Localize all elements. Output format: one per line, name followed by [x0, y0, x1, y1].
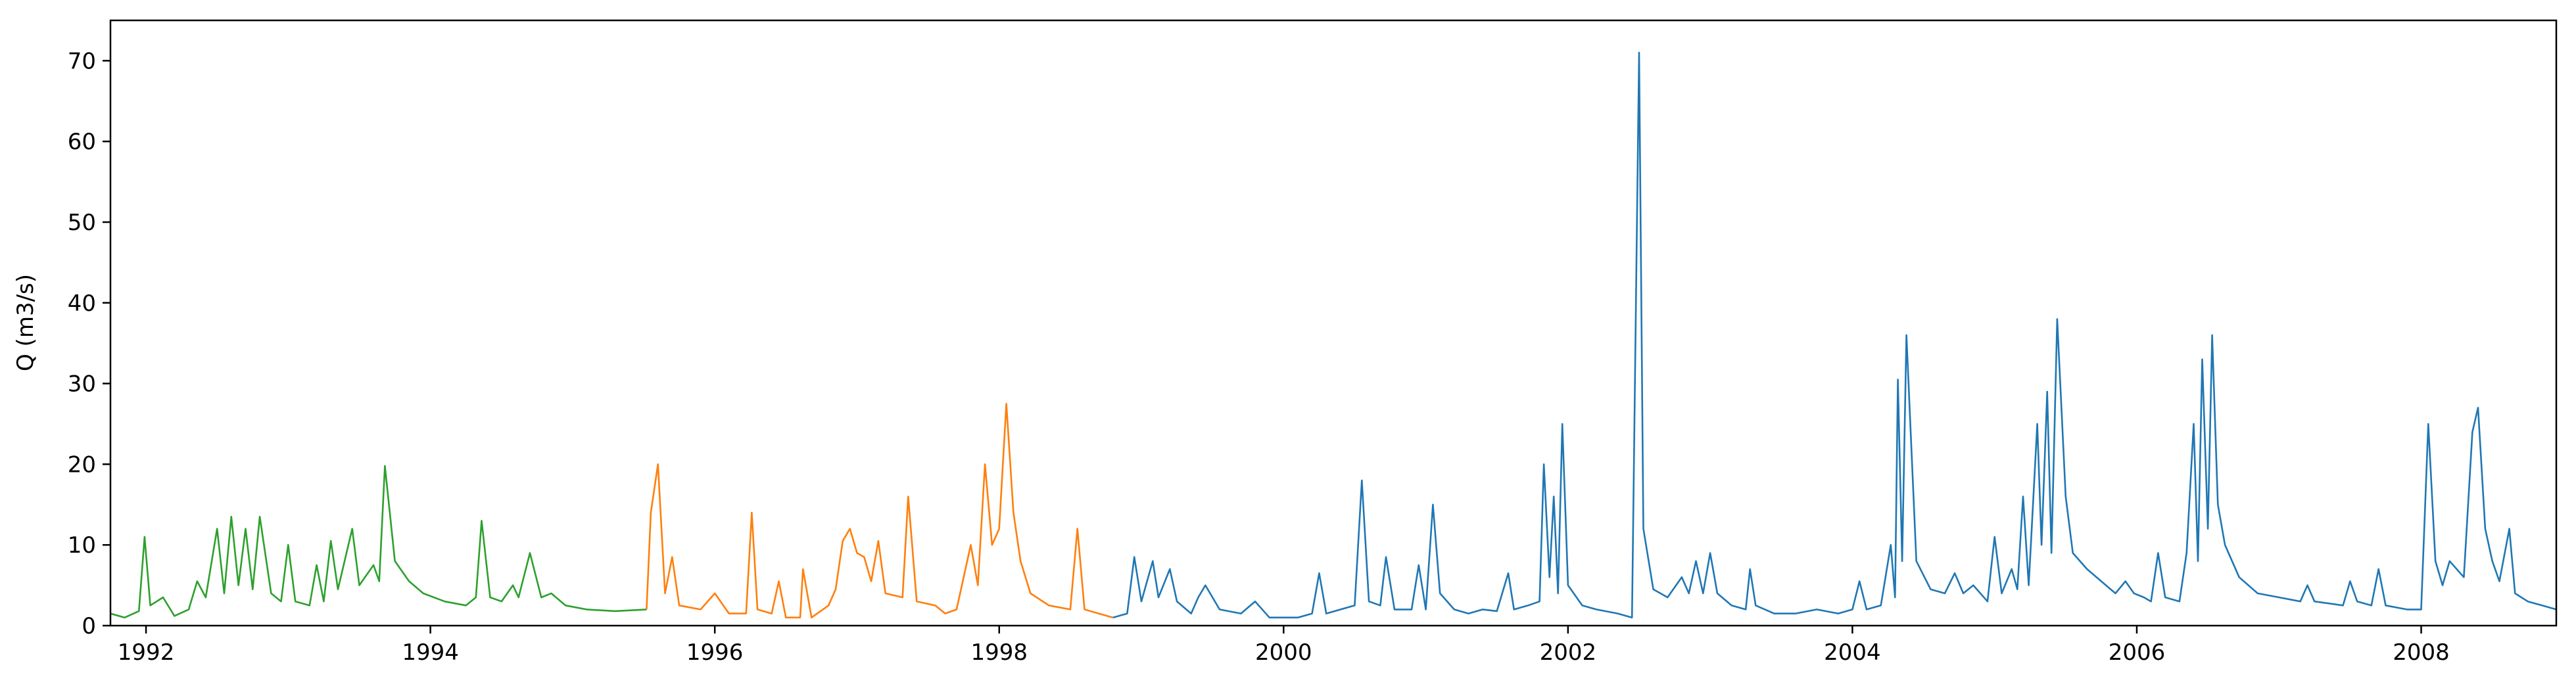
x-tick-label: 2006	[2109, 639, 2166, 666]
plot-frame	[109, 19, 2558, 627]
y-tick-label: 20	[68, 451, 96, 478]
x-tick-label: 1996	[686, 639, 744, 666]
y-axis-label: Q (m3/s)	[12, 274, 39, 371]
x-tick-label: 2002	[1540, 639, 1597, 666]
y-tick-label: 40	[68, 290, 96, 317]
x-axis: 1992 1994 1996 1998 2000 2002 2004 2006 2008	[118, 626, 2450, 666]
y-tick-label: 70	[68, 48, 96, 74]
y-axis: 0 10 20 30 40 50 60 70	[68, 48, 110, 639]
y-tick-label: 50	[68, 210, 96, 236]
series-line-blue	[1112, 51, 2556, 619]
y-tick-label: 0	[82, 613, 96, 639]
x-tick-label: 2000	[1255, 639, 1312, 666]
y-tick-label: 60	[68, 129, 96, 155]
x-tick-label: 1998	[970, 639, 1028, 666]
x-tick-label: 1994	[402, 639, 459, 666]
y-tick-label: 10	[68, 532, 96, 559]
y-tick-label: 30	[68, 371, 96, 398]
x-tick-label: 1992	[118, 639, 175, 666]
x-tick-label: 2008	[2393, 639, 2450, 666]
series-line-green	[110, 465, 647, 619]
x-tick-label: 2004	[1824, 639, 1881, 666]
series-line-orange	[646, 402, 1114, 619]
series-layer	[110, 51, 2556, 619]
